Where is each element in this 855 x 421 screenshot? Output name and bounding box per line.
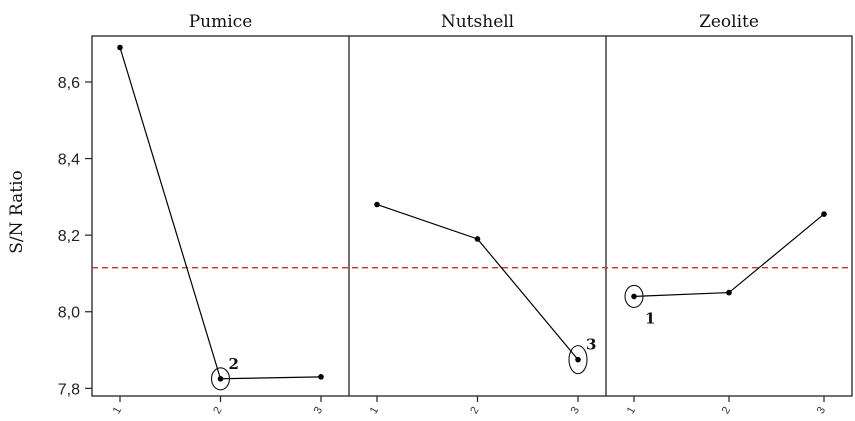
plot-frame bbox=[91, 35, 853, 397]
x-tick-label: 3 bbox=[312, 405, 325, 416]
y-tick-label: 8,4 bbox=[58, 152, 80, 169]
y-axis-title: S/N Ratio bbox=[7, 170, 27, 253]
optimum-level-label: 2 bbox=[229, 355, 239, 373]
optimum-marker-ellipse bbox=[568, 345, 588, 375]
plot-area: 7,8 8,0 8,2 8,4 8,6 Pumice 1 2 3 2 Nutshell 1 2 3 3 Zeo… bbox=[58, 12, 853, 416]
data-point bbox=[726, 289, 732, 296]
data-point bbox=[117, 44, 123, 51]
data-point bbox=[217, 375, 224, 382]
y-tick-label: 7,8 bbox=[58, 381, 80, 398]
x-tick-label: 3 bbox=[569, 405, 582, 416]
y-tick-label: 8,0 bbox=[58, 305, 80, 322]
series-line bbox=[119, 47, 322, 380]
x-tick-label: 2 bbox=[720, 405, 733, 416]
series-line bbox=[633, 213, 825, 298]
optimum-level-label: 1 bbox=[645, 309, 655, 327]
x-tick-label: 1 bbox=[625, 405, 638, 416]
data-point bbox=[318, 374, 324, 380]
y-tick-label: 8,6 bbox=[58, 75, 80, 92]
optimum-marker-ellipse bbox=[210, 367, 231, 391]
data-point bbox=[631, 293, 637, 300]
data-point bbox=[374, 201, 380, 208]
x-tick-label: 2 bbox=[211, 405, 224, 416]
panel-title: Pumice bbox=[189, 12, 253, 32]
optimum-level-label: 3 bbox=[586, 336, 596, 354]
x-tick-label: 3 bbox=[815, 405, 828, 416]
optimum-marker-ellipse bbox=[624, 284, 644, 308]
data-point bbox=[821, 211, 827, 217]
series-line bbox=[376, 203, 579, 361]
data-point bbox=[575, 356, 581, 363]
x-tick-label: 1 bbox=[111, 405, 124, 416]
y-tick-label: 8,2 bbox=[58, 228, 80, 245]
panel-title: Zeolite bbox=[699, 12, 759, 32]
x-tick-label: 2 bbox=[468, 405, 481, 416]
data-point bbox=[474, 236, 481, 242]
panel-title: Nutshell bbox=[441, 12, 514, 32]
x-tick-label: 1 bbox=[368, 405, 381, 416]
